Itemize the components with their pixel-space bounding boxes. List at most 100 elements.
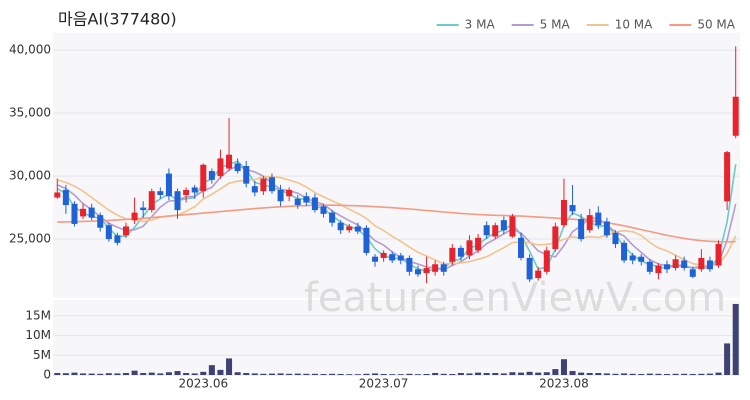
candle-body — [612, 232, 619, 245]
legend-label: 10 MA — [615, 18, 653, 32]
candle-body — [286, 189, 293, 197]
candle-body — [492, 225, 499, 237]
volume-bar — [621, 373, 628, 375]
y-tick-label: 15M — [25, 308, 51, 322]
volume-bar — [260, 373, 267, 375]
ma-line — [56, 164, 737, 271]
candle-body — [88, 207, 95, 218]
candle-body — [165, 173, 172, 197]
candle-body — [208, 171, 215, 180]
candle-body — [174, 191, 181, 211]
y-tick-label: 25,000 — [9, 232, 51, 246]
candle-body — [372, 256, 379, 262]
candle-body — [97, 215, 104, 228]
candle-body — [664, 264, 671, 270]
volume-bar — [251, 373, 258, 375]
volume-bar — [286, 373, 293, 375]
candle-body — [389, 254, 396, 261]
volume-bar — [88, 373, 95, 375]
candle-body — [251, 186, 258, 193]
candle-body — [397, 255, 404, 261]
y-tick-label: 30,000 — [9, 169, 51, 183]
candle-body — [715, 244, 722, 266]
candle-body — [363, 227, 370, 253]
volume-bar — [226, 358, 233, 375]
candle-body — [724, 152, 731, 202]
volume-bar — [372, 373, 379, 375]
volume-bar — [346, 374, 353, 375]
volume-bar — [62, 373, 69, 375]
volume-bar — [303, 373, 310, 375]
volume-bar — [406, 373, 413, 375]
candle-body — [380, 252, 387, 258]
volume-bar — [689, 374, 696, 375]
candle-body — [603, 221, 610, 236]
volume-bar — [54, 373, 61, 375]
volume-bar — [732, 303, 739, 375]
candle-body — [560, 200, 567, 226]
volume-bar — [595, 373, 602, 375]
legend-label: 50 MA — [697, 18, 735, 32]
candle-body — [157, 191, 164, 195]
candle-body — [303, 196, 310, 203]
candle-body — [268, 177, 275, 192]
candle-body — [260, 178, 267, 192]
candle-body — [311, 197, 318, 211]
candle-body — [80, 208, 87, 217]
candle-body — [414, 269, 421, 275]
volume-bar — [200, 371, 207, 375]
volume-bar — [337, 374, 344, 375]
candle-body — [552, 226, 559, 250]
candle-body — [706, 260, 713, 270]
y-tick-label: 40,000 — [9, 43, 51, 57]
volume-bar — [217, 369, 224, 375]
volume-bar — [277, 373, 284, 375]
volume-bar — [492, 373, 499, 375]
legend-label: 5 MA — [540, 18, 571, 32]
volume-bar — [681, 373, 688, 375]
volume-bar — [268, 373, 275, 375]
volume-bar — [380, 374, 387, 375]
candle-body — [732, 96, 739, 136]
volume-bar — [80, 373, 87, 375]
volume-bar — [603, 373, 610, 375]
candle-body — [621, 242, 628, 261]
volume-bar — [646, 373, 653, 375]
candle-body — [200, 164, 207, 192]
candle-body — [689, 269, 696, 277]
volume-bar — [509, 372, 516, 375]
candle-body — [578, 218, 585, 240]
candle-body — [277, 189, 284, 202]
candle-body — [457, 247, 464, 257]
candle-body — [226, 154, 233, 169]
x-tick-label: 2023.07 — [359, 377, 409, 391]
watermark: feature.enViewV.com — [304, 275, 726, 321]
volume-bar — [140, 373, 147, 375]
volume-bar — [457, 373, 464, 375]
volume-bar — [71, 372, 78, 375]
candle-body — [672, 259, 679, 269]
candle-body — [191, 187, 198, 193]
volume-bar — [131, 370, 138, 375]
volume-bar — [234, 372, 241, 375]
candle-body — [294, 198, 301, 206]
volume-bar — [543, 372, 550, 375]
volume-bar — [191, 373, 198, 375]
volume-bar — [397, 374, 404, 375]
volume-bar — [706, 373, 713, 375]
candle-body — [114, 235, 121, 243]
candle-body — [406, 257, 413, 272]
volume-bar — [294, 373, 301, 375]
candle-body — [243, 166, 250, 184]
volume-bar — [208, 365, 215, 375]
candle-body — [337, 222, 344, 231]
candle-body — [586, 215, 593, 231]
volume-bar — [578, 372, 585, 375]
volume-bar — [466, 373, 473, 375]
candle-body — [681, 260, 688, 269]
volume-bar — [414, 374, 421, 375]
volume-bar — [440, 373, 447, 375]
volume-bar — [165, 372, 172, 375]
candle-body — [483, 225, 490, 236]
volume-bar — [552, 369, 559, 375]
